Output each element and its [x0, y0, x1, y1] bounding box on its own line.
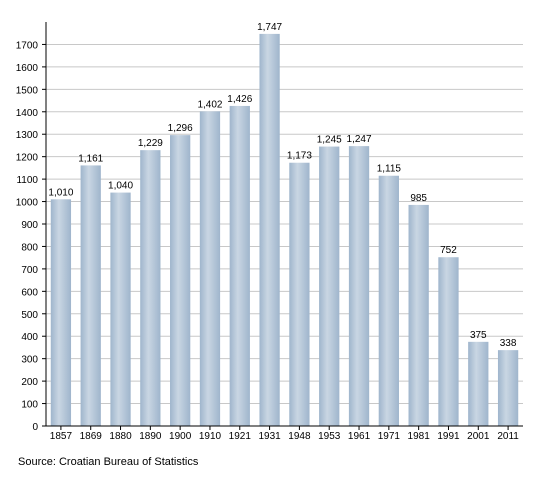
y-tick-label: 800 — [21, 242, 38, 253]
data-label: 1,173 — [287, 151, 312, 162]
x-tick-label: 1953 — [318, 431, 341, 442]
y-tick-label: 1500 — [16, 85, 39, 96]
x-tick-label: 1961 — [348, 431, 371, 442]
x-tick-label: 2001 — [467, 431, 490, 442]
x-tick-label: 1910 — [199, 431, 222, 442]
x-tick-label: 1948 — [288, 431, 311, 442]
y-tick-label: 0 — [32, 422, 38, 433]
x-tick-label: 1880 — [109, 431, 132, 442]
bar — [438, 257, 459, 426]
data-label: 985 — [410, 193, 427, 204]
y-tick-label: 1200 — [16, 153, 39, 164]
bar — [50, 199, 72, 426]
y-tick-label: 900 — [21, 220, 38, 231]
bar — [378, 175, 399, 426]
data-label: 1,229 — [138, 138, 163, 149]
y-tick-label: 1700 — [16, 40, 39, 51]
x-tick-label: 1890 — [139, 431, 162, 442]
bars — [50, 33, 519, 427]
data-label: 1,040 — [108, 181, 133, 192]
data-label: 752 — [440, 245, 457, 256]
y-tick-label: 1300 — [16, 130, 39, 141]
bar — [140, 150, 161, 426]
data-label: 1,426 — [227, 94, 252, 105]
bar — [170, 135, 191, 426]
bar — [319, 146, 340, 427]
x-tick-label: 1900 — [169, 431, 192, 442]
x-tick-label: 1971 — [378, 431, 401, 442]
axes: 0 100 200 300 400 500 600 700 800 900 1000 1100 1200… — [16, 22, 523, 442]
y-tick-label: 200 — [21, 377, 38, 388]
bar — [110, 192, 131, 426]
value-labels: 1,010 1,161 1,040 1,229 1,296 1,402 1,426 1,747… — [48, 22, 516, 349]
y-tick-label: 1100 — [16, 175, 38, 186]
bar — [348, 146, 370, 426]
x-tick-label: 1869 — [80, 431, 103, 442]
y-tick-label: 1400 — [16, 108, 39, 119]
source-note: Source: Croatian Bureau of Statistics — [18, 456, 199, 468]
bar — [408, 204, 429, 426]
y-tick-label: 1600 — [16, 63, 39, 74]
x-tick-label: 1931 — [258, 431, 281, 442]
x-tick-label: 1981 — [408, 431, 431, 442]
y-tick-label: 100 — [21, 400, 38, 411]
x-tick-label: 1857 — [50, 431, 73, 442]
bar — [229, 105, 250, 426]
data-label: 338 — [500, 338, 517, 349]
x-tick-label: 1921 — [229, 431, 252, 442]
y-tick-label: 300 — [21, 355, 38, 366]
bar — [199, 111, 221, 426]
data-label: 1,247 — [347, 134, 372, 145]
y-tick-label: 1000 — [16, 198, 39, 209]
y-tick-label: 500 — [21, 310, 38, 321]
data-label: 1,161 — [78, 153, 103, 164]
y-tick-label: 600 — [21, 287, 38, 298]
x-tick-label: 2011 — [497, 431, 519, 442]
bar — [468, 341, 489, 426]
data-label: 1,115 — [377, 164, 402, 175]
bar — [259, 33, 280, 426]
bar — [497, 350, 519, 426]
data-label: 1,747 — [257, 22, 282, 33]
data-label: 1,010 — [48, 187, 73, 198]
bar — [289, 162, 310, 426]
y-tick-label: 700 — [21, 265, 38, 276]
y-tick-label: 400 — [21, 332, 38, 343]
data-label: 1,245 — [317, 135, 342, 146]
data-label: 1,296 — [168, 123, 193, 134]
x-tick-label: 1991 — [437, 431, 460, 442]
data-label: 1,402 — [197, 99, 222, 110]
bar — [80, 165, 101, 427]
data-label: 375 — [470, 330, 487, 341]
